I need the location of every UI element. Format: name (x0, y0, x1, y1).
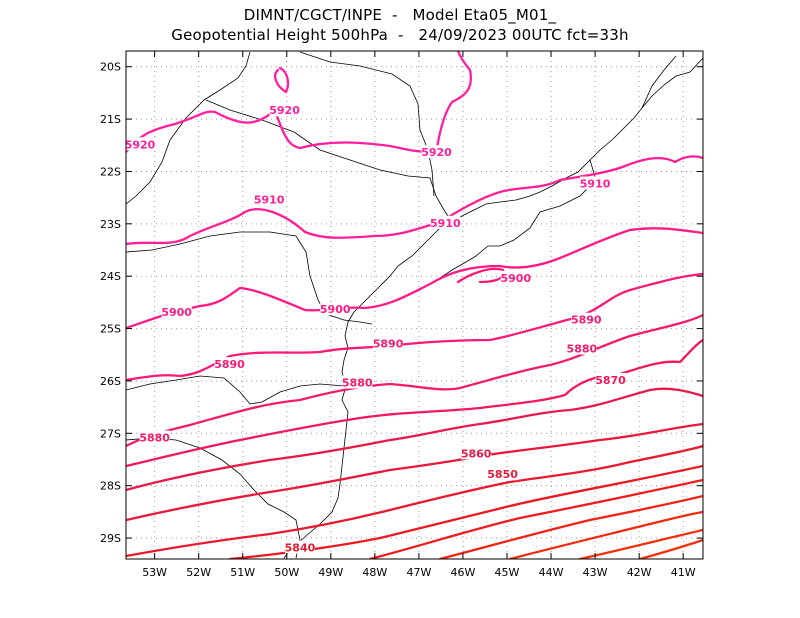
contour-line-5860 (126, 387, 703, 492)
contour-label: 5910 (580, 178, 611, 191)
contour-line-5810 (438, 494, 703, 559)
contour-label: 5890 (373, 337, 404, 350)
map-background (126, 51, 703, 559)
map-frame (125, 50, 704, 560)
chart-title-line1: DIMNT/CGCT/INPE - Model Eta05_M01_ (243, 6, 557, 24)
contour-label-bg (430, 215, 461, 229)
x-tick-label: 41W (671, 566, 696, 579)
map-geography (126, 51, 703, 559)
contour-label: 5890 (571, 314, 602, 327)
contour-label: 5880 (342, 377, 373, 390)
y-tick-label: 27S (100, 427, 121, 440)
x-tick-label: 45W (495, 566, 520, 579)
contour-label-bg (320, 302, 351, 316)
contour-line-5880 (126, 313, 703, 448)
contour-label-bg (461, 446, 492, 460)
x-tick-label: 53W (142, 566, 167, 579)
contour-label-bg (269, 103, 300, 117)
contour-label-bg (342, 375, 373, 389)
axis-ticks: 53W 52W 51W 50W 49W 48W 47W 46W 45W 44W 43W 42W 41W 2… (100, 51, 703, 579)
contour-label: 5900 (161, 306, 192, 319)
state-border-3 (299, 51, 435, 197)
chart-title-line2: Geopotential Height 500hPa - 24/09/2023 … (171, 26, 629, 44)
contour-label-bg (566, 341, 597, 355)
state-border-8 (641, 55, 677, 109)
y-tick-label: 25S (100, 323, 121, 336)
x-tick-label: 49W (318, 566, 343, 579)
contour-label: 5860 (461, 447, 492, 460)
contour-label: 5920 (421, 146, 452, 159)
contour-line-5820 (368, 478, 703, 559)
x-tick-label: 50W (274, 566, 299, 579)
contour-label-bg (500, 270, 531, 284)
x-tick-label: 46W (451, 566, 476, 579)
contour-line-5870 (126, 338, 703, 468)
contour-label: 5910 (430, 217, 461, 230)
contour-label-bg (254, 192, 285, 206)
contour-line-5785 (638, 538, 703, 559)
contour-line-5900 (126, 227, 703, 330)
y-tick-label: 22S (100, 165, 121, 178)
contour-labels: 5920 5920 5920 5910 5910 5910 5900 5900 5900 5890… (125, 103, 626, 555)
y-tick-label: 20S (100, 61, 121, 74)
contour-line-5790 (578, 528, 703, 559)
contour-line-5920 (274, 66, 290, 94)
contour-label-bg (595, 372, 626, 386)
y-tick-label: 28S (100, 480, 121, 493)
state-border-4 (126, 231, 373, 325)
contour-label-bg (125, 137, 155, 151)
x-tick-label: 51W (230, 566, 255, 579)
y-tick-label: 26S (100, 375, 121, 388)
contour-label: 5890 (214, 358, 245, 371)
contour-label: 5900 (320, 303, 351, 316)
contour-label-bg (284, 540, 315, 554)
x-tick-label: 52W (186, 566, 211, 579)
coastline (283, 57, 703, 559)
contour-label-bg (139, 430, 170, 444)
state-border-1 (126, 51, 251, 205)
contour-line-5800 (508, 510, 703, 559)
state-border-6 (126, 437, 301, 559)
contour-label: 5920 (125, 138, 156, 151)
y-tick-label: 23S (100, 218, 121, 231)
contour-label-bg (161, 304, 192, 318)
x-tick-label: 47W (406, 566, 431, 579)
x-tick-label: 48W (362, 566, 387, 579)
x-tick-label: 42W (627, 566, 652, 579)
x-tick-label: 44W (539, 566, 564, 579)
contour-label: 5900 (500, 272, 531, 285)
contour-line-5890 (456, 267, 505, 284)
contour-label: 5910 (254, 193, 285, 206)
contour-label: 5880 (139, 432, 170, 445)
contour-label-bg (421, 145, 452, 159)
x-tick-label: 43W (583, 566, 608, 579)
state-border-2 (205, 99, 453, 223)
state-border-7 (439, 159, 597, 279)
contour-label: 5850 (487, 468, 518, 481)
contour-label-bg (487, 467, 518, 481)
state-border-5 (126, 375, 345, 405)
contour-label: 5840 (285, 542, 316, 555)
contour-label-bg (373, 336, 404, 350)
y-tick-label: 21S (100, 113, 121, 126)
contour-label-bg (571, 312, 602, 326)
height-contours (126, 51, 703, 559)
contour-line-5850 (126, 422, 703, 522)
contour-label-bg (214, 357, 245, 371)
contour-label: 5920 (269, 104, 300, 117)
contour-line-5920 (126, 51, 473, 154)
y-tick-label: 29S (100, 532, 121, 545)
contour-line-5840 (126, 444, 703, 558)
contour-label-bg (580, 176, 611, 190)
y-tick-label: 24S (100, 270, 121, 283)
contour-label: 5870 (595, 374, 626, 387)
contour-label: 5880 (567, 343, 598, 356)
